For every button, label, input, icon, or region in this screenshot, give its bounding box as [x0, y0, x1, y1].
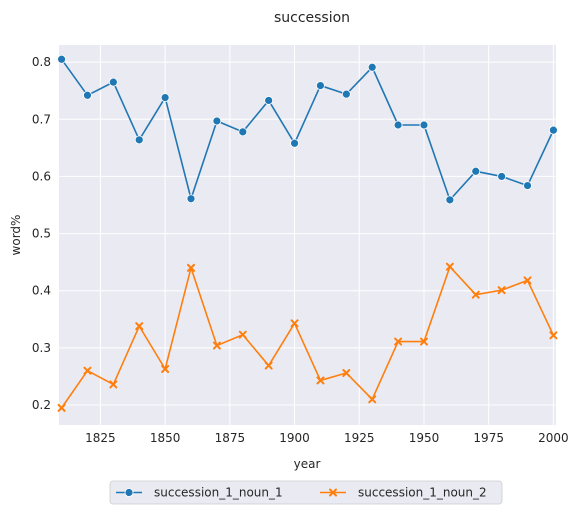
series-line	[60, 58, 555, 201]
data-point	[368, 395, 377, 404]
legend-box	[109, 480, 503, 505]
x-tick-label: 1850	[150, 431, 181, 445]
series-layer	[57, 54, 558, 412]
y-tick-label: 0.3	[32, 341, 51, 355]
data-point	[549, 125, 558, 135]
data-point	[419, 337, 428, 346]
data-point	[445, 262, 454, 271]
legend-marker	[329, 488, 337, 497]
data-point	[316, 376, 325, 385]
data-point	[471, 290, 480, 299]
data-point	[394, 337, 403, 346]
series-succession_1_noun_2	[57, 262, 558, 412]
data-point	[342, 369, 351, 377]
x-tick-label: 2000	[538, 431, 569, 445]
data-point	[316, 81, 325, 90]
y-tick-label: 0.5	[32, 227, 51, 241]
y-tick-labels: 0.2 0.3 0.4 0.5 0.6 0.7 0.8	[32, 55, 51, 412]
data-point	[497, 172, 507, 181]
data-point	[57, 403, 66, 412]
data-point	[134, 135, 144, 145]
y-tick-label: 0.4	[32, 284, 51, 298]
data-point	[186, 194, 196, 204]
legend-label: succession_1_noun_2	[358, 486, 487, 500]
x-tick-label: 1875	[215, 431, 246, 445]
data-point	[471, 166, 481, 176]
y-tick-label: 0.2	[32, 398, 51, 412]
y-tick-label: 0.6	[32, 169, 51, 183]
data-point	[341, 89, 351, 99]
x-tick-label: 1825	[85, 431, 116, 445]
x-tick-labels: 1825 1850 1875 1900 1925 1950 1975 2000	[85, 431, 569, 445]
data-point	[393, 120, 403, 130]
data-point	[290, 319, 299, 328]
data-point	[264, 96, 274, 105]
data-point	[523, 181, 532, 190]
series-line	[60, 265, 555, 409]
x-tick-label: 1975	[473, 431, 504, 445]
data-point	[109, 380, 118, 389]
legend-marker	[124, 488, 134, 497]
data-point	[367, 62, 377, 72]
data-point	[160, 93, 170, 102]
y-tick-label: 0.7	[32, 112, 51, 126]
legend: succession_1_noun_1 succession_1_noun_2	[109, 480, 503, 505]
data-point	[83, 90, 92, 100]
data-point	[523, 276, 532, 285]
x-axis-label: year	[294, 457, 321, 471]
data-point	[549, 331, 558, 340]
data-point	[290, 138, 299, 148]
data-point	[264, 361, 273, 370]
data-point	[419, 120, 429, 130]
data-point	[445, 195, 455, 205]
data-point	[212, 116, 222, 126]
data-point	[108, 77, 118, 87]
legend-entry: succession_1_noun_2	[320, 486, 487, 500]
data-point	[187, 263, 196, 272]
data-point	[57, 54, 66, 64]
series-succession_1_noun_1	[57, 54, 558, 205]
y-tick-label: 0.8	[32, 55, 51, 69]
legend-label: succession_1_noun_1	[154, 486, 283, 500]
data-point	[238, 127, 248, 137]
data-point	[497, 286, 506, 295]
data-point	[212, 341, 221, 350]
x-tick-label: 1925	[344, 431, 375, 445]
data-point	[83, 366, 92, 375]
x-tick-label: 1950	[409, 431, 440, 445]
grid-lines	[59, 45, 556, 425]
plot-area	[59, 45, 556, 425]
data-point	[238, 330, 247, 339]
x-tick-label: 1900	[279, 431, 310, 445]
legend-entry: succession_1_noun_1	[116, 486, 283, 500]
y-axis-label: word%	[9, 215, 23, 256]
chart-title: succession	[274, 10, 350, 26]
data-point	[135, 322, 144, 331]
data-point	[161, 365, 170, 373]
